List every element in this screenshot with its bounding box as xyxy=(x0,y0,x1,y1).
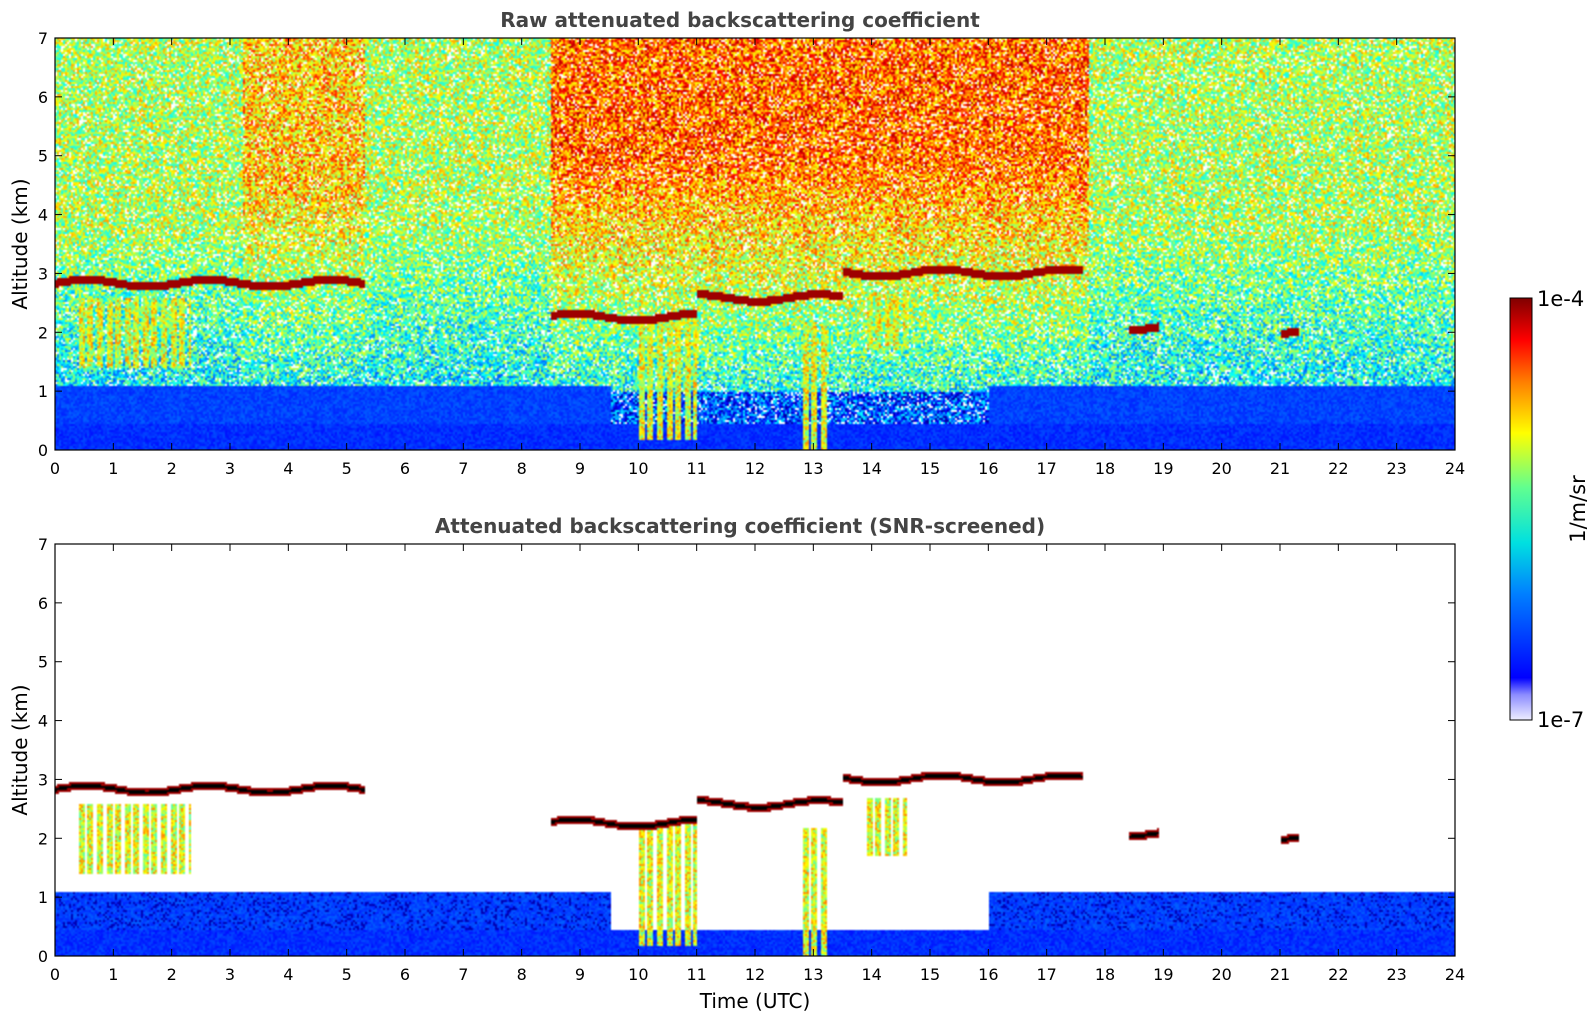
y-axis-label: Altitude (km) xyxy=(8,684,32,815)
y-tick-label: 6 xyxy=(38,88,48,107)
x-tick-label: 3 xyxy=(225,965,235,984)
x-tick-label: 23 xyxy=(1386,459,1406,478)
x-axis-label: Time (UTC) xyxy=(699,989,811,1013)
x-tick-label: 9 xyxy=(575,965,585,984)
x-tick-label: 1 xyxy=(108,459,118,478)
x-tick-label: 12 xyxy=(745,459,765,478)
y-tick-label: 2 xyxy=(38,829,48,848)
x-tick-label: 18 xyxy=(1095,965,1115,984)
x-tick-label: 2 xyxy=(167,965,177,984)
x-tick-label: 16 xyxy=(978,965,998,984)
x-tick-label: 5 xyxy=(342,459,352,478)
x-axis-ticks: 0 1 2 3 4 5 6 7 8 9 10 11 12 13 14 15 16 17 18 19 20 21 22 23 24 xyxy=(50,38,1465,478)
y-tick-label: 1 xyxy=(38,382,48,401)
x-tick-label: 24 xyxy=(1445,965,1465,984)
y-tick-label: 7 xyxy=(38,535,48,554)
x-tick-label: 15 xyxy=(920,965,940,984)
x-tick-label: 16 xyxy=(978,459,998,478)
x-tick-label: 0 xyxy=(50,965,60,984)
y-axis-ticks: 0 1 2 3 4 5 6 7 xyxy=(38,535,1455,966)
x-axis-ticks: 0 1 2 3 4 5 6 7 8 9 10 11 12 13 14 15 16 17 18 19 20 21 22 23 24 xyxy=(50,544,1465,984)
y-tick-label: 0 xyxy=(38,441,48,460)
raw-backscatter-panel: Raw attenuated backscattering coefficien… xyxy=(8,8,1465,478)
x-tick-label: 9 xyxy=(575,459,585,478)
x-tick-label: 7 xyxy=(458,459,468,478)
x-tick-label: 23 xyxy=(1386,965,1406,984)
x-tick-label: 19 xyxy=(1153,459,1173,478)
screened-backscatter-panel: Attenuated backscattering coefficient (S… xyxy=(8,514,1465,1013)
y-tick-label: 3 xyxy=(38,770,48,789)
x-tick-label: 14 xyxy=(861,965,881,984)
x-tick-label: 17 xyxy=(1036,459,1056,478)
x-tick-label: 10 xyxy=(628,965,648,984)
y-tick-label: 5 xyxy=(38,653,48,672)
colorbar-gradient xyxy=(1509,297,1533,721)
x-tick-label: 11 xyxy=(686,459,706,478)
panel-title: Raw attenuated backscattering coefficien… xyxy=(500,8,980,32)
x-tick-label: 2 xyxy=(167,459,177,478)
x-tick-label: 22 xyxy=(1328,965,1348,984)
y-tick-label: 4 xyxy=(38,712,48,731)
screened-backscatter-heatmap xyxy=(55,544,1455,956)
x-tick-label: 21 xyxy=(1270,965,1290,984)
x-tick-label: 5 xyxy=(342,965,352,984)
x-tick-label: 0 xyxy=(50,459,60,478)
x-tick-label: 24 xyxy=(1445,459,1465,478)
y-tick-label: 1 xyxy=(38,888,48,907)
x-tick-label: 3 xyxy=(225,459,235,478)
x-tick-label: 19 xyxy=(1153,965,1173,984)
y-tick-label: 0 xyxy=(38,947,48,966)
y-tick-label: 5 xyxy=(38,147,48,166)
x-tick-label: 13 xyxy=(803,459,823,478)
y-tick-label: 4 xyxy=(38,206,48,225)
x-tick-label: 4 xyxy=(283,965,293,984)
x-tick-label: 14 xyxy=(861,459,881,478)
x-tick-label: 8 xyxy=(517,965,527,984)
panel-title: Attenuated backscattering coefficient (S… xyxy=(435,514,1045,538)
colorbar-max-label: 1e-4 xyxy=(1537,287,1584,311)
x-tick-label: 21 xyxy=(1270,459,1290,478)
x-tick-label: 20 xyxy=(1211,459,1231,478)
y-tick-label: 7 xyxy=(38,29,48,48)
colorbar-min-label: 1e-7 xyxy=(1537,708,1584,732)
raw-backscatter-heatmap xyxy=(55,38,1455,450)
x-tick-label: 11 xyxy=(686,965,706,984)
x-tick-label: 15 xyxy=(920,459,940,478)
x-tick-label: 8 xyxy=(517,459,527,478)
x-tick-label: 4 xyxy=(283,459,293,478)
y-tick-label: 6 xyxy=(38,594,48,613)
colorbar: 1e-4 1e-7 1/m/sr xyxy=(1509,287,1590,732)
x-tick-label: 18 xyxy=(1095,459,1115,478)
x-tick-label: 6 xyxy=(400,965,410,984)
y-axis-ticks: 0 1 2 3 4 5 6 7 xyxy=(38,29,1455,460)
y-tick-label: 3 xyxy=(38,264,48,283)
x-tick-label: 12 xyxy=(745,965,765,984)
x-tick-label: 17 xyxy=(1036,965,1056,984)
x-tick-label: 22 xyxy=(1328,459,1348,478)
x-tick-label: 7 xyxy=(458,965,468,984)
x-tick-label: 10 xyxy=(628,459,648,478)
y-tick-label: 2 xyxy=(38,323,48,342)
x-tick-label: 6 xyxy=(400,459,410,478)
x-tick-label: 13 xyxy=(803,965,823,984)
x-tick-label: 20 xyxy=(1211,965,1231,984)
x-tick-label: 1 xyxy=(108,965,118,984)
y-axis-label: Altitude (km) xyxy=(8,178,32,309)
colorbar-unit-label: 1/m/sr xyxy=(1566,475,1590,543)
